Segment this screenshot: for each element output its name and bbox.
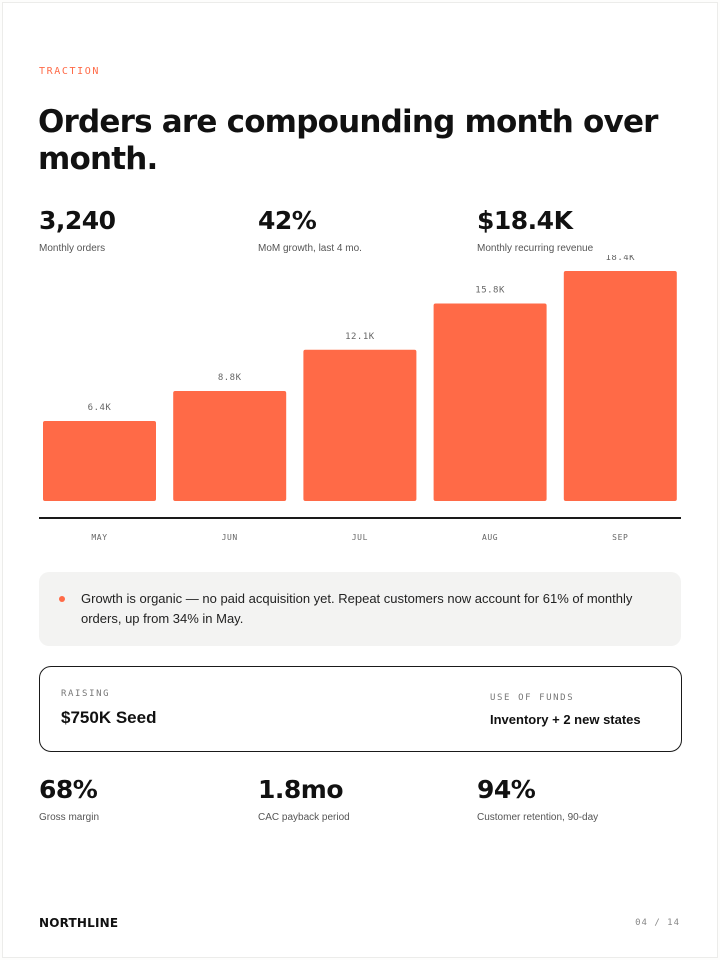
page-title: Orders are compounding month over month. <box>38 104 658 177</box>
bar-jun <box>173 391 287 501</box>
bar-jul <box>303 349 417 501</box>
page-number: 04 / 14 <box>635 918 680 928</box>
stat-value: 42% <box>258 206 317 235</box>
stat-label: CAC payback period <box>258 812 350 823</box>
stat-value: 1.8mo <box>258 775 344 804</box>
bar-value-label: 12.1K <box>345 332 375 342</box>
stat-value: 68% <box>39 775 98 804</box>
bar-aug <box>433 303 547 501</box>
raise-amount: $750K Seed <box>61 708 157 727</box>
growth-note-text: Growth is organic — no paid acquisition … <box>81 591 633 626</box>
stat-mom-growth: 42% MoM growth, last 4 mo. <box>258 206 362 254</box>
raise-label: RAISING <box>61 689 111 699</box>
x-tick-label: MAY <box>91 533 107 542</box>
brand-logo: NORTHLINE <box>39 916 119 930</box>
bar-may <box>43 421 156 501</box>
stat-monthly-orders: 3,240 Monthly orders <box>39 206 116 254</box>
bar-value-label: 8.8K <box>218 373 242 383</box>
stat-value: 3,240 <box>39 206 116 235</box>
section-eyebrow: TRACTION <box>39 66 100 77</box>
stat-value: $18.4K <box>477 206 573 235</box>
stat-cac-payback: 1.8mo CAC payback period <box>258 775 350 823</box>
growth-note: Growth is organic — no paid acquisition … <box>39 572 681 646</box>
x-tick-label: AUG <box>482 533 498 542</box>
bullet-dot-icon <box>59 596 65 602</box>
monthly-orders-bar-chart: 6.4K MAY 8.8K JUN 12.1K JUL 15.8K AUG 18.4K SEP <box>39 255 681 542</box>
stat-label: Monthly recurring revenue <box>477 243 594 254</box>
x-tick-label: JUN <box>222 533 238 542</box>
x-tick-label: SEP <box>612 533 628 542</box>
bar-value-label: 6.4K <box>88 403 112 413</box>
stat-mrr: $18.4K Monthly recurring revenue <box>477 206 593 254</box>
bar-sep <box>563 271 677 501</box>
x-tick-label: JUL <box>352 533 368 542</box>
use-of-funds-label: USE OF FUNDS <box>490 693 575 703</box>
bar-value-label: 15.8K <box>475 286 505 296</box>
stat-label: Customer retention, 90-day <box>477 812 599 823</box>
stat-label: MoM growth, last 4 mo. <box>258 243 362 254</box>
stat-retention: 94% Customer retention, 90-day <box>477 775 598 823</box>
stat-gross-margin: 68% Gross margin <box>39 775 99 823</box>
raise-card: RAISING $750K Seed USE OF FUNDS Inventor… <box>39 666 682 752</box>
stat-label: Gross margin <box>39 812 100 823</box>
use-of-funds-value: Inventory + 2 new states <box>490 712 641 727</box>
stat-label: Monthly orders <box>39 243 106 254</box>
bar-value-label: 18.4K <box>606 255 636 263</box>
stat-value: 94% <box>477 775 536 804</box>
